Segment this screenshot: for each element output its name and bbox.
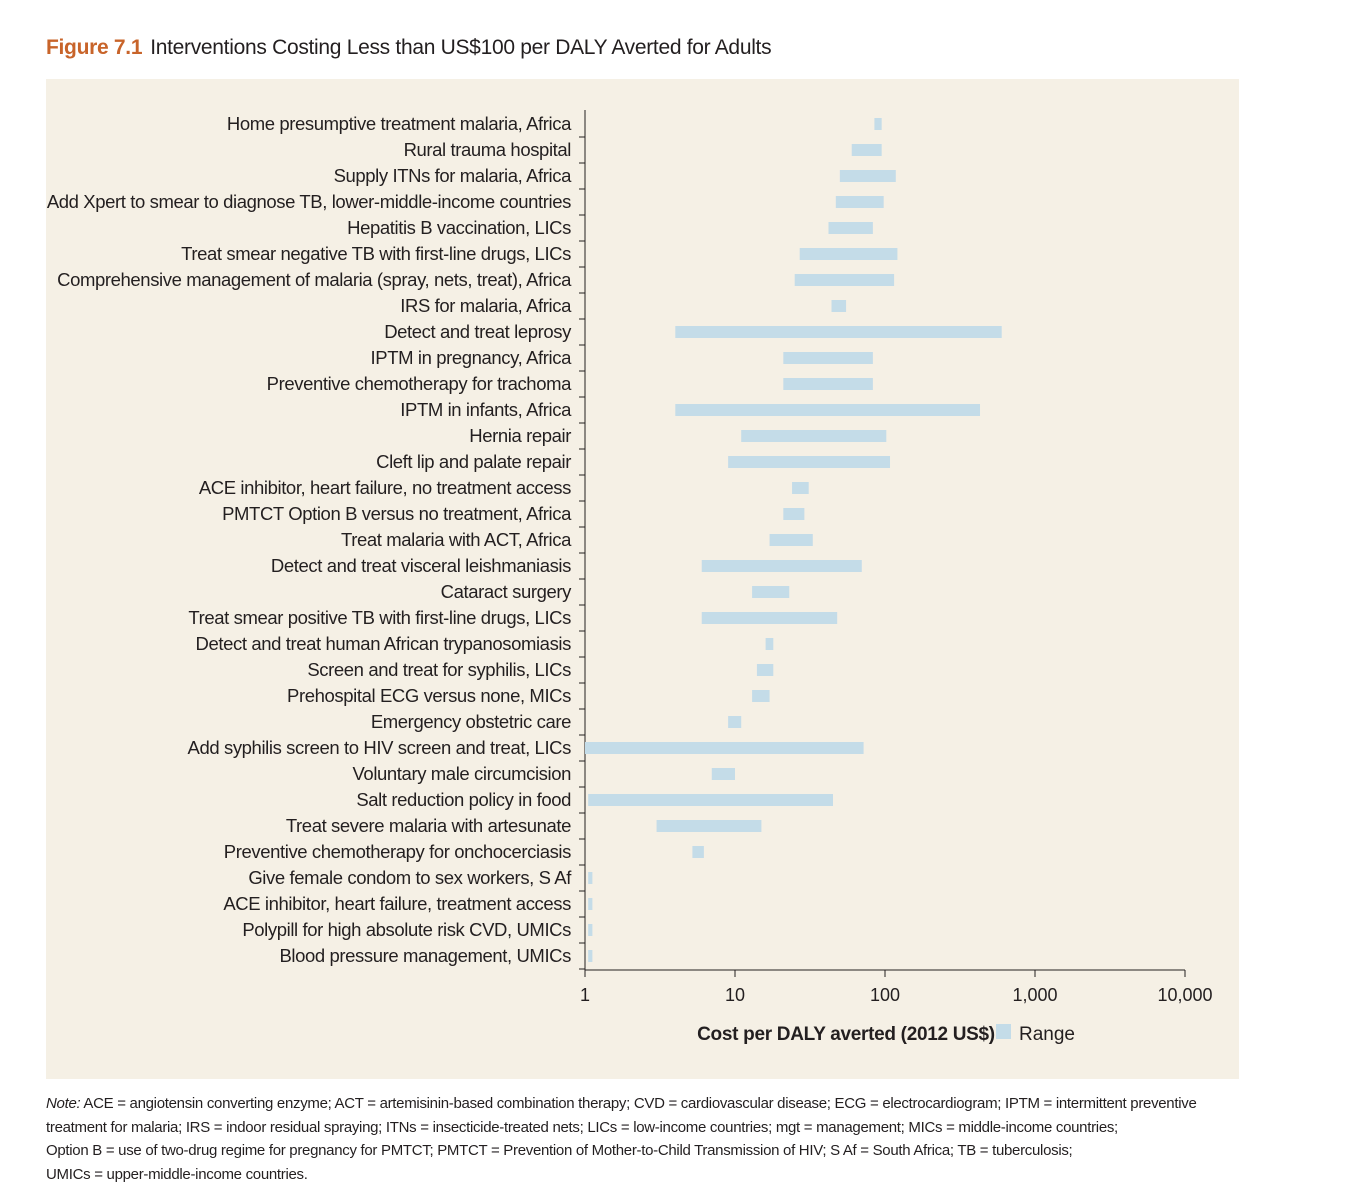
category-label: Detect and treat leprosy bbox=[384, 321, 572, 342]
note-line-3: Option B = use of two-drug regime for pr… bbox=[46, 1142, 1073, 1159]
category-label: Home presumptive treatment malaria, Afri… bbox=[227, 113, 572, 134]
category-label: Blood pressure management, UMICs bbox=[279, 945, 571, 966]
category-label: Preventive chemotherapy for trachoma bbox=[267, 373, 572, 394]
range-bar bbox=[701, 612, 838, 624]
category-label: Detect and treat visceral leishmaniasis bbox=[271, 555, 571, 576]
legend-label: Range bbox=[1019, 1024, 1075, 1045]
range-bar bbox=[831, 300, 847, 312]
range-bar bbox=[675, 404, 981, 416]
category-label: Rural trauma hospital bbox=[404, 139, 571, 160]
category-label: Salt reduction policy in food bbox=[356, 789, 571, 810]
range-bar bbox=[752, 586, 790, 598]
x-tick-label: 1 bbox=[580, 985, 590, 1005]
category-label: Cleft lip and palate repair bbox=[376, 451, 571, 472]
category-label: Emergency obstetric care bbox=[371, 711, 571, 732]
category-label: Treat smear negative TB with first-line … bbox=[181, 243, 571, 264]
range-bar bbox=[839, 170, 896, 182]
x-tick-label: 1,000 bbox=[1012, 985, 1057, 1005]
range-bar bbox=[588, 950, 593, 962]
range-bar bbox=[675, 326, 1002, 338]
note-line-4: UMICs = upper-middle-income countries. bbox=[46, 1165, 308, 1183]
range-bar bbox=[692, 846, 704, 858]
category-label: Detect and treat human African trypanoso… bbox=[196, 633, 572, 654]
range-bar bbox=[874, 118, 882, 130]
range-bar bbox=[728, 716, 742, 728]
category-label: IPTM in pregnancy, Africa bbox=[371, 347, 573, 368]
range-bar bbox=[783, 508, 805, 520]
note-label: Note: bbox=[46, 1095, 81, 1112]
category-label: Treat severe malaria with artesunate bbox=[286, 815, 571, 836]
category-label: Screen and treat for syphilis, LICs bbox=[307, 659, 571, 680]
range-bar bbox=[765, 638, 774, 650]
x-tick-label: 100 bbox=[870, 985, 900, 1005]
category-label: Add Xpert to smear to diagnose TB, lower… bbox=[47, 191, 571, 212]
note-line-1: ACE = angiotensin converting enzyme; ACT… bbox=[83, 1095, 1197, 1112]
range-bar bbox=[828, 222, 873, 234]
category-label: Voluntary male circumcision bbox=[353, 763, 572, 784]
category-label: Polypill for high absolute risk CVD, UMI… bbox=[242, 919, 571, 940]
note-line-2: treatment for malaria; IRS = indoor resi… bbox=[46, 1118, 1118, 1136]
figure-note: Note: ACE = angiotensin converting enzym… bbox=[46, 1092, 1246, 1186]
range-bar bbox=[799, 248, 898, 260]
range-bar bbox=[794, 274, 895, 286]
category-label: Prehospital ECG versus none, MICs bbox=[287, 685, 571, 706]
category-label: Comprehensive management of malaria (spr… bbox=[57, 269, 572, 290]
category-label: Hernia repair bbox=[469, 425, 571, 446]
range-bar-chart: Home presumptive treatment malaria, Afri… bbox=[47, 110, 1213, 1045]
range-bar bbox=[851, 144, 882, 156]
range-bar bbox=[585, 742, 864, 754]
range-bar bbox=[752, 690, 770, 702]
category-label: Treat smear positive TB with first-line … bbox=[188, 607, 571, 628]
category-label: ACE inhibitor, heart failure, no treatme… bbox=[199, 477, 571, 498]
range-bar bbox=[769, 534, 813, 546]
range-bar bbox=[588, 898, 593, 910]
category-label: Hepatitis B vaccination, LICs bbox=[347, 217, 571, 238]
range-bar bbox=[588, 872, 593, 884]
legend-swatch bbox=[996, 1024, 1011, 1039]
category-label: PMTCT Option B versus no treatment, Afri… bbox=[222, 503, 572, 524]
range-bar bbox=[792, 482, 809, 494]
category-label: IRS for malaria, Africa bbox=[400, 295, 572, 316]
category-label: Give female condom to sex workers, S Af bbox=[248, 867, 572, 888]
figure-title: Figure 7.1 Interventions Costing Less tha… bbox=[46, 36, 772, 60]
range-bar bbox=[756, 664, 774, 676]
chart-panel: Home presumptive treatment malaria, Afri… bbox=[46, 79, 1239, 1079]
category-label: IPTM in infants, Africa bbox=[400, 399, 572, 420]
category-label: Preventive chemotherapy for onchocercias… bbox=[224, 841, 571, 862]
range-bar bbox=[741, 430, 887, 442]
range-bar bbox=[783, 378, 873, 390]
range-bar bbox=[701, 560, 862, 572]
range-bar bbox=[835, 196, 884, 208]
x-tick-label: 10 bbox=[725, 985, 745, 1005]
category-label: ACE inhibitor, heart failure, treatment … bbox=[223, 893, 571, 914]
category-label: Supply ITNs for malaria, Africa bbox=[334, 165, 573, 186]
figure-number: Figure 7.1 bbox=[46, 36, 143, 59]
range-bar bbox=[783, 352, 873, 364]
range-bar bbox=[656, 820, 762, 832]
x-tick-label: 10,000 bbox=[1157, 985, 1212, 1005]
range-bar bbox=[711, 768, 735, 780]
category-label: Add syphilis screen to HIV screen and tr… bbox=[188, 737, 572, 758]
category-label: Treat malaria with ACT, Africa bbox=[341, 529, 572, 550]
figure-title-text: Interventions Costing Less than US$100 p… bbox=[150, 36, 772, 59]
x-axis-title: Cost per DALY averted (2012 US$) bbox=[697, 1024, 995, 1045]
range-bar bbox=[728, 456, 891, 468]
category-label: Cataract surgery bbox=[441, 581, 572, 602]
range-bar bbox=[588, 794, 833, 806]
range-bar bbox=[588, 924, 593, 936]
